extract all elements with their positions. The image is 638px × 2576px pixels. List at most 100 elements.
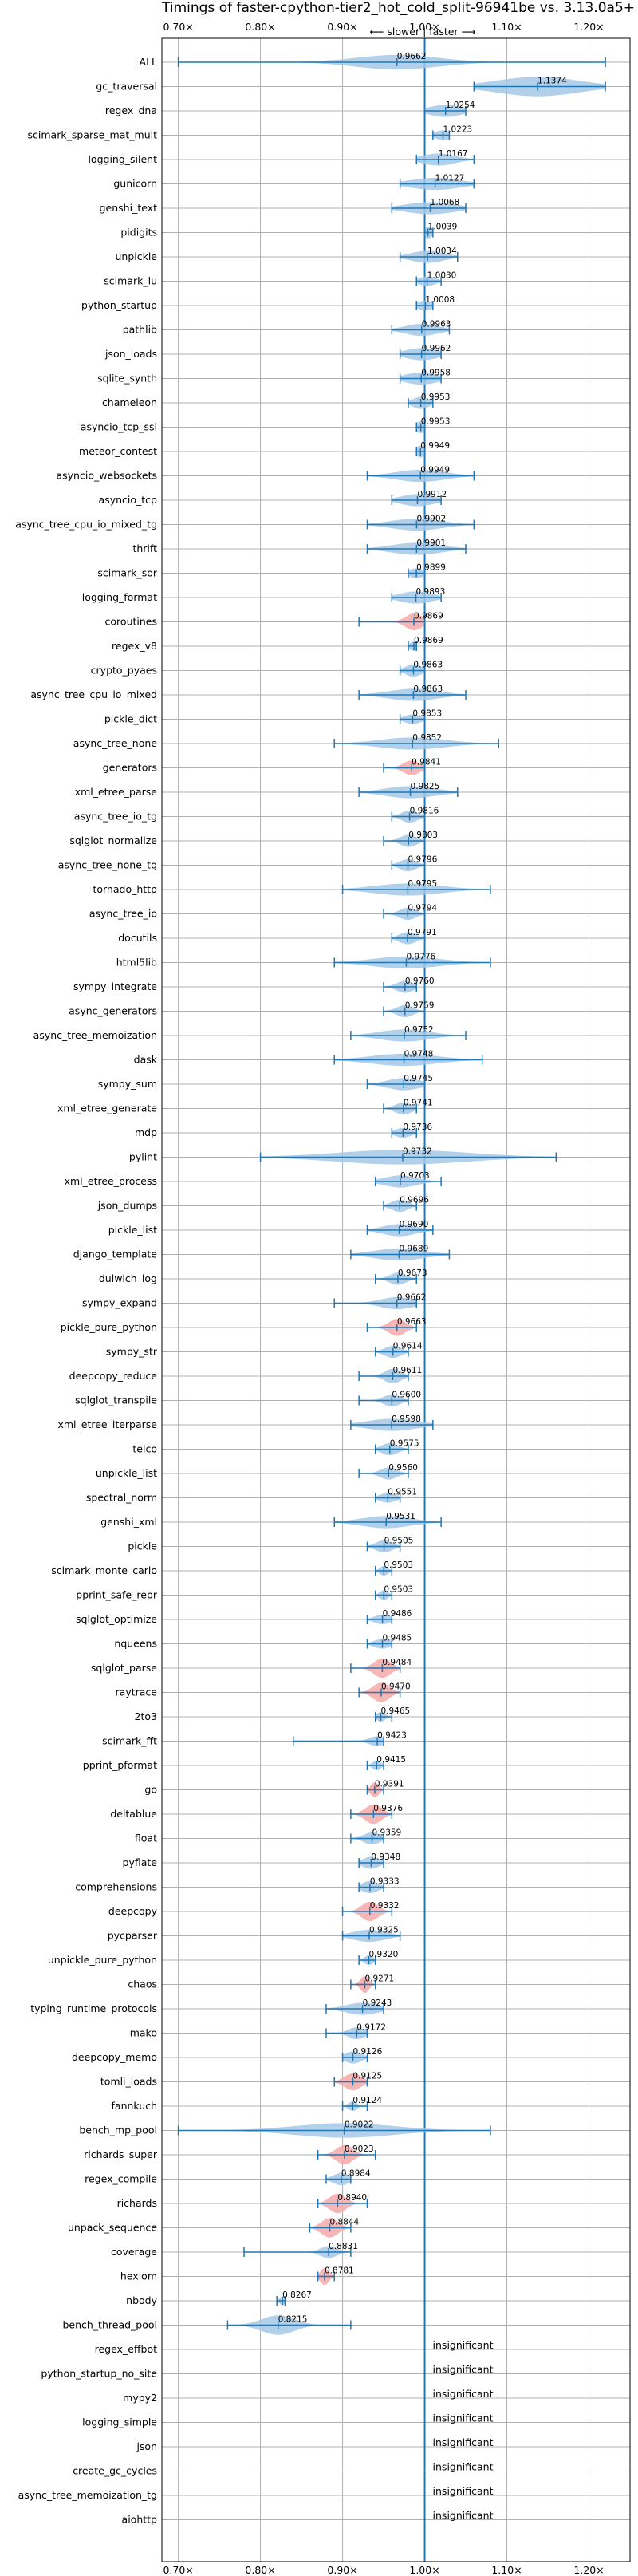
x-tick-label-bottom: 0.70× bbox=[163, 2564, 193, 2576]
benchmark-label: deepcopy_memo bbox=[72, 2051, 157, 2063]
benchmark-label: html5lib bbox=[116, 957, 157, 968]
benchmark-label: aiohttp bbox=[122, 2514, 158, 2526]
benchmark-label: create_gc_cycles bbox=[73, 2465, 157, 2477]
benchmark-label: regex_v8 bbox=[112, 640, 157, 652]
benchmark-label: asyncio_tcp_ssl bbox=[81, 421, 157, 433]
value-label: 0.9949 bbox=[420, 466, 450, 475]
benchmark-label: mypy2 bbox=[123, 2392, 157, 2404]
value-label: 0.9600 bbox=[392, 1391, 421, 1400]
benchmark-label: scimark_fft bbox=[102, 1735, 157, 1747]
value-label: 0.9690 bbox=[400, 1220, 429, 1229]
value-label: 0.9752 bbox=[404, 1025, 434, 1035]
insignificant-label: insignificant bbox=[433, 2485, 494, 2497]
value-label: 0.9391 bbox=[375, 1780, 404, 1789]
benchmark-label: deepcopy bbox=[108, 1905, 158, 1917]
x-tick-label-top: 0.70× bbox=[163, 21, 193, 33]
benchmark-label: async_tree_cpu_io_mixed bbox=[30, 688, 157, 700]
value-label: 0.9332 bbox=[370, 1901, 400, 1911]
x-tick-label-bottom: 0.80× bbox=[245, 2564, 275, 2576]
value-label: 1.0034 bbox=[427, 247, 457, 256]
insignificant-label: insignificant bbox=[433, 2388, 494, 2400]
benchmark-label: sqlglot_normalize bbox=[69, 834, 157, 846]
value-label: 0.9869 bbox=[414, 612, 443, 621]
benchmark-label: unpickle_list bbox=[96, 1467, 157, 1479]
x-tick-label-top: 1.20× bbox=[573, 21, 604, 33]
value-label: 0.9376 bbox=[373, 1804, 403, 1813]
benchmark-label: pathlib bbox=[123, 324, 157, 336]
x-tick-label-bottom: 1.00× bbox=[409, 2564, 439, 2576]
benchmark-label: crypto_pyaes bbox=[91, 665, 157, 677]
value-label: 0.9023 bbox=[345, 2144, 374, 2154]
benchmark-label: xml_etree_parse bbox=[75, 786, 158, 798]
insignificant-label: insignificant bbox=[433, 2412, 494, 2424]
value-label: 0.9869 bbox=[414, 636, 443, 645]
benchmark-label: hexiom bbox=[120, 2270, 157, 2282]
value-label: 0.9359 bbox=[372, 1828, 402, 1838]
benchmark-label: async_tree_cpu_io_mixed_tg bbox=[15, 519, 157, 531]
benchmark-label: pyflate bbox=[123, 1856, 158, 1868]
benchmark-label: xml_etree_iterparse bbox=[57, 1418, 157, 1430]
value-label: 0.9598 bbox=[392, 1414, 421, 1424]
benchmark-label: pickle_list bbox=[108, 1224, 157, 1236]
value-label: 0.9816 bbox=[410, 807, 439, 816]
benchmark-label: fannkuch bbox=[112, 2100, 157, 2112]
value-label: 0.9852 bbox=[412, 733, 442, 743]
value-label: 0.9803 bbox=[408, 830, 438, 840]
value-label: 0.9243 bbox=[363, 1998, 392, 2008]
value-label: 0.9503 bbox=[384, 1560, 413, 1570]
benchmark-label: richards_super bbox=[84, 2148, 158, 2160]
benchmark-label: json_loads bbox=[104, 348, 157, 360]
value-label: 0.9962 bbox=[422, 344, 451, 353]
benchmark-label: unpickle bbox=[115, 250, 157, 262]
value-label: 1.0008 bbox=[425, 295, 455, 305]
value-label: 0.8940 bbox=[337, 2193, 367, 2203]
benchmark-label: mako bbox=[130, 2027, 157, 2039]
benchmark-label: pprint_safe_repr bbox=[76, 1589, 158, 1601]
direction-label: ⟵ slower | faster ⟶ bbox=[370, 26, 476, 37]
value-label: 0.9172 bbox=[356, 2023, 386, 2033]
benchmark-label: async_tree_io bbox=[89, 908, 157, 920]
benchmark-label: async_generators bbox=[69, 1005, 157, 1017]
value-label: 1.1374 bbox=[538, 77, 567, 86]
value-label: 0.9841 bbox=[412, 758, 441, 767]
benchmark-label: unpickle_pure_python bbox=[48, 1954, 157, 1966]
benchmark-label: asyncio_websockets bbox=[56, 470, 157, 482]
benchmark-label: django_template bbox=[73, 1249, 158, 1260]
benchmark-label: dask bbox=[134, 1054, 158, 1066]
benchmark-label: dulwich_log bbox=[99, 1272, 157, 1284]
benchmark-label: python_startup bbox=[81, 299, 157, 311]
benchmark-label: asyncio_tcp bbox=[99, 494, 158, 506]
benchmark-label: pylint bbox=[129, 1151, 157, 1163]
benchmark-label: sympy_integrate bbox=[73, 980, 157, 992]
value-label: 1.0254 bbox=[446, 101, 475, 110]
value-label: 0.9560 bbox=[388, 1463, 418, 1473]
value-label: 0.9953 bbox=[421, 417, 451, 427]
chart-title: Timings of faster-cpython-tier2_hot_cold… bbox=[161, 0, 635, 16]
value-label: 0.9503 bbox=[384, 1585, 413, 1595]
value-label: 0.9796 bbox=[408, 855, 438, 865]
benchmark-label: pickle_dict bbox=[104, 713, 157, 725]
value-label: 0.9348 bbox=[371, 1852, 400, 1862]
benchmark-label: generators bbox=[103, 762, 157, 774]
value-label: 0.9663 bbox=[397, 1317, 427, 1327]
value-label: 0.9673 bbox=[398, 1268, 427, 1278]
x-tick-label-top: 0.80× bbox=[245, 21, 275, 33]
benchmark-label: chaos bbox=[128, 1978, 157, 1990]
benchmark-label: chameleon bbox=[102, 396, 157, 408]
benchmark-label: mdp bbox=[135, 1126, 157, 1138]
value-label: 0.8215 bbox=[278, 2315, 308, 2325]
benchmark-label: bench_thread_pool bbox=[62, 2319, 157, 2331]
benchmark-label: unpack_sequence bbox=[68, 2222, 157, 2234]
value-label: 0.9505 bbox=[384, 1537, 414, 1546]
value-label: 0.9863 bbox=[413, 684, 443, 694]
benchmark-label: coverage bbox=[111, 2246, 157, 2258]
value-label: 0.9465 bbox=[380, 1706, 410, 1716]
value-label: 0.9703 bbox=[400, 1171, 430, 1181]
value-label: 0.9325 bbox=[369, 1926, 399, 1935]
benchmark-label: 2to3 bbox=[135, 1710, 157, 1722]
value-label: 0.9022 bbox=[345, 2120, 374, 2130]
benchmark-label: richards bbox=[117, 2197, 157, 2209]
value-label: 0.9748 bbox=[404, 1050, 434, 1059]
value-label: 0.9899 bbox=[416, 563, 446, 573]
